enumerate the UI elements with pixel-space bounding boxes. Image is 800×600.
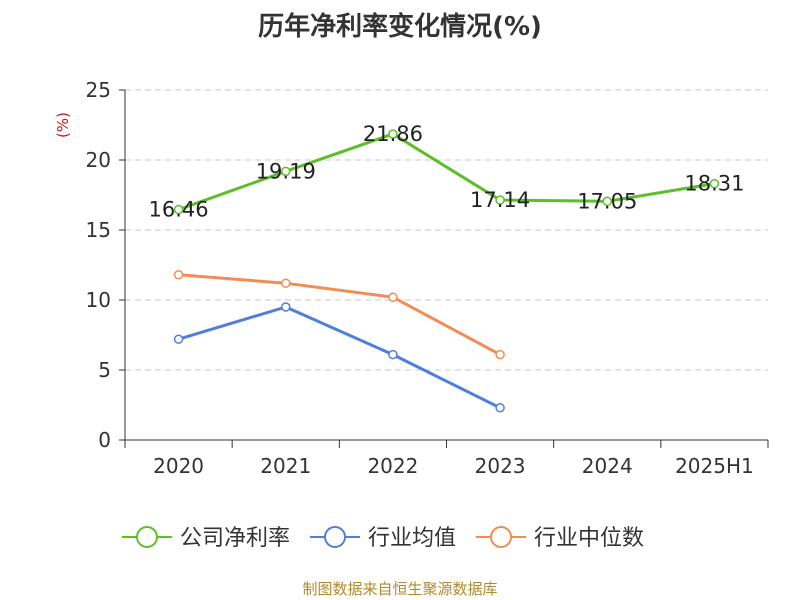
y-tick-label: 25 — [86, 78, 111, 102]
data-point — [388, 129, 398, 139]
y-tick-label: 5 — [98, 358, 111, 382]
data-label: 18.31 — [684, 172, 744, 196]
data-label: 19.19 — [256, 159, 316, 183]
data-point — [602, 196, 612, 207]
data-point — [173, 204, 184, 215]
legend-label: 行业中位数 — [534, 526, 644, 551]
series-line-0 — [178, 132, 715, 211]
y-tick-label: 15 — [86, 218, 111, 242]
data-point — [281, 302, 291, 312]
data-label: 17.14 — [470, 188, 530, 212]
x-tick-label: 2021 — [260, 454, 311, 478]
data-point — [281, 166, 291, 177]
legend-label: 行业均值 — [368, 526, 456, 551]
data-point — [495, 195, 505, 205]
x-tick-label: 2020 — [153, 454, 204, 478]
data-point — [709, 178, 720, 189]
data-label: 16.46 — [149, 198, 209, 222]
legend-marker — [324, 526, 347, 548]
x-tick-label: 2022 — [367, 454, 418, 478]
legend-label: 公司净利率 — [180, 526, 290, 551]
source-note: 制图数据来自恒生聚源数据库 — [302, 580, 498, 598]
series-line-1 — [178, 305, 501, 410]
data-point — [281, 278, 291, 288]
data-label: 17.05 — [577, 189, 637, 213]
x-tick-label: 2023 — [475, 454, 526, 478]
data-point — [495, 349, 505, 360]
x-tick-label: 2024 — [582, 454, 633, 478]
data-point — [173, 334, 184, 344]
data-point — [388, 292, 398, 302]
y-tick-label: 0 — [98, 428, 111, 452]
data-point — [495, 403, 505, 413]
legend-marker — [490, 526, 513, 548]
legend-marker — [136, 526, 158, 548]
data-point — [388, 349, 398, 360]
chart-title: 历年净利率变化情况(%) — [258, 12, 542, 42]
y-tick-label: 10 — [86, 288, 111, 312]
y-tick-label: 20 — [86, 148, 111, 172]
data-label: 21.86 — [363, 122, 423, 146]
data-point — [173, 270, 184, 280]
y-axis-label: (%) — [54, 112, 72, 138]
x-tick-label: 2025H1 — [675, 454, 754, 478]
series-line-2 — [178, 273, 501, 356]
